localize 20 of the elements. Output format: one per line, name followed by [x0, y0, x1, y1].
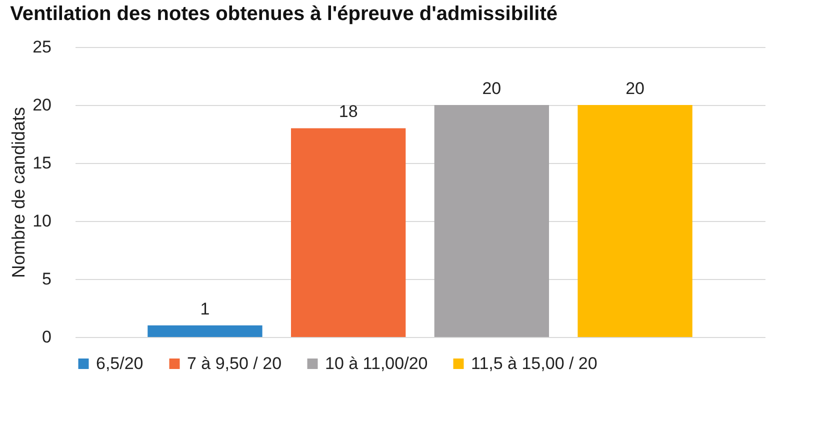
y-axis-title: Nombre de candidats: [8, 106, 29, 278]
y-tick-label: 20: [32, 96, 52, 114]
legend-label: 11,5 à 15,00 / 20: [471, 354, 598, 373]
data-label: 20: [626, 79, 644, 98]
bar: [434, 105, 550, 337]
legend-label: 7 à 9,50 / 20: [187, 354, 282, 373]
data-label: 20: [482, 79, 502, 98]
y-tick-label: 25: [32, 38, 52, 56]
y-tick-label: 0: [42, 328, 52, 346]
bar: [148, 325, 262, 337]
y-tick-label: 15: [32, 154, 52, 172]
data-label: 1: [200, 299, 210, 318]
data-label: 18: [338, 102, 358, 122]
y-tick-label: 5: [42, 270, 52, 288]
legend-label: 10 à 11,00/20: [325, 354, 428, 373]
y-tick-label: 10: [32, 212, 52, 230]
bar: [290, 128, 406, 337]
bar: [578, 105, 692, 337]
chart-title: Ventilation des notes obtenues à l'épreuve d'admissibilité: [10, 3, 558, 25]
legend-label: 6,5/20: [96, 354, 144, 373]
